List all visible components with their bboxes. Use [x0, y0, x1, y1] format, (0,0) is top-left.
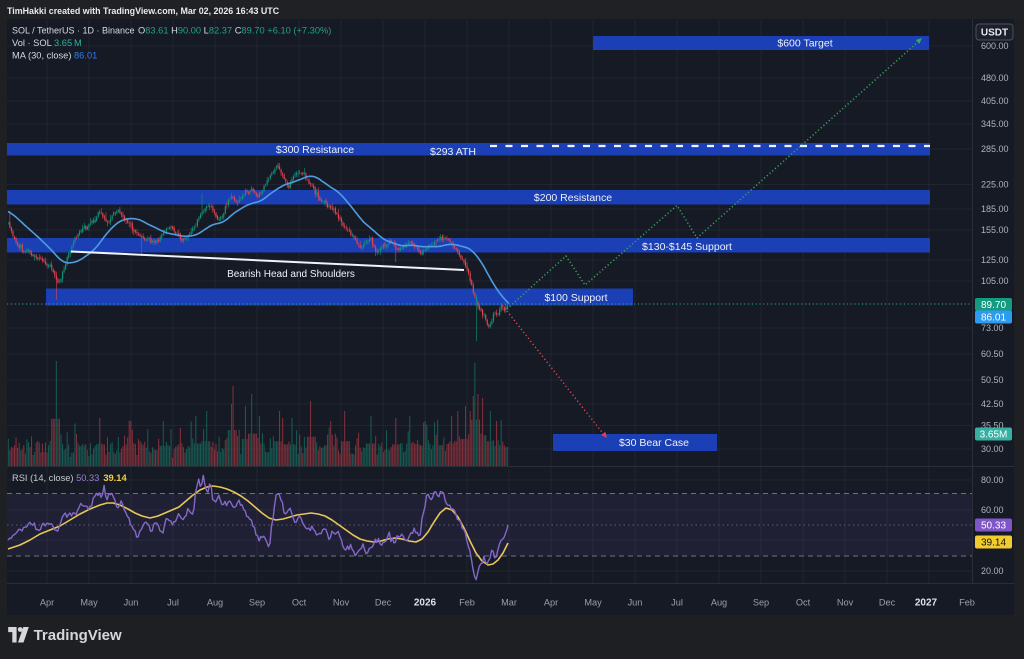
svg-text:39.14: 39.14: [981, 538, 1006, 549]
svg-text:MA (30, close) 86.01: MA (30, close) 86.01: [12, 50, 97, 60]
svg-text:73.00: 73.00: [981, 323, 1004, 333]
svg-text:50.50: 50.50: [981, 375, 1004, 385]
svg-text:30.00: 30.00: [981, 444, 1004, 454]
svg-text:60.00: 60.00: [981, 505, 1004, 515]
svg-text:$600 Target: $600 Target: [777, 38, 832, 50]
svg-text:$293 ATH: $293 ATH: [430, 146, 476, 158]
svg-text:Feb: Feb: [959, 598, 975, 608]
svg-text:Mar: Mar: [501, 598, 517, 608]
svg-text:Vol · SOL 3.65 M: Vol · SOL 3.65 M: [12, 38, 82, 48]
svg-text:225.00: 225.00: [981, 180, 1009, 190]
svg-text:Bearish Head and Shoulders: Bearish Head and Shoulders: [227, 269, 355, 280]
svg-text:125.00: 125.00: [981, 255, 1009, 265]
svg-text:35.50: 35.50: [981, 421, 1004, 431]
svg-text:Nov: Nov: [837, 598, 854, 608]
svg-text:USDT: USDT: [981, 28, 1008, 39]
svg-text:345.00: 345.00: [981, 119, 1009, 129]
svg-text:Oct: Oct: [796, 598, 811, 608]
svg-text:50.33: 50.33: [981, 521, 1006, 532]
svg-text:600.00: 600.00: [981, 41, 1009, 51]
svg-text:Jul: Jul: [167, 598, 179, 608]
svg-text:May: May: [80, 598, 98, 608]
svg-text:Aug: Aug: [711, 598, 727, 608]
svg-text:405.00: 405.00: [981, 96, 1009, 106]
svg-text:$130-$145 Support: $130-$145 Support: [642, 241, 732, 253]
svg-text:$300 Resistance: $300 Resistance: [276, 144, 354, 156]
svg-text:Aug: Aug: [207, 598, 223, 608]
svg-text:Jun: Jun: [124, 598, 139, 608]
svg-text:105.00: 105.00: [981, 276, 1009, 286]
svg-text:Nov: Nov: [333, 598, 350, 608]
svg-text:$200 Resistance: $200 Resistance: [534, 192, 612, 204]
svg-text:Sep: Sep: [249, 598, 265, 608]
svg-text:2026: 2026: [414, 598, 437, 609]
svg-text:Dec: Dec: [375, 598, 392, 608]
svg-text:Apr: Apr: [40, 598, 54, 608]
svg-text:Oct: Oct: [292, 598, 307, 608]
svg-text:$100 Support: $100 Support: [544, 292, 607, 304]
svg-text:60.50: 60.50: [981, 349, 1004, 359]
svg-text:89.70: 89.70: [981, 300, 1006, 311]
svg-text:285.00: 285.00: [981, 144, 1009, 154]
svg-text:Sep: Sep: [753, 598, 769, 608]
svg-text:155.00: 155.00: [981, 225, 1009, 235]
svg-text:Jul: Jul: [671, 598, 683, 608]
svg-text:May: May: [584, 598, 602, 608]
svg-text:Jun: Jun: [628, 598, 643, 608]
svg-text:2027: 2027: [915, 598, 938, 609]
svg-text:480.00: 480.00: [981, 73, 1009, 83]
svg-text:SOL / TetherUS · 1D · Binance: SOL / TetherUS · 1D · Binance: [12, 26, 135, 36]
svg-text:86.01: 86.01: [981, 313, 1006, 324]
svg-text:185.00: 185.00: [981, 204, 1009, 214]
svg-text:80.00: 80.00: [981, 475, 1004, 485]
svg-text:TimHakki created with TradingV: TimHakki created with TradingView.com, M…: [7, 6, 280, 16]
svg-text:Dec: Dec: [879, 598, 896, 608]
svg-text:42.50: 42.50: [981, 399, 1004, 409]
svg-text:O83.61 H90.00 L82.37 C89.70 +6: O83.61 H90.00 L82.37 C89.70 +6.10 (+7.30…: [138, 26, 331, 36]
svg-text:Apr: Apr: [544, 598, 558, 608]
svg-text:TradingView: TradingView: [34, 627, 122, 644]
svg-text:Feb: Feb: [459, 598, 475, 608]
svg-text:3.65M: 3.65M: [980, 430, 1008, 441]
svg-text:20.00: 20.00: [981, 566, 1004, 576]
svg-text:$30 Bear Case: $30 Bear Case: [619, 437, 689, 449]
